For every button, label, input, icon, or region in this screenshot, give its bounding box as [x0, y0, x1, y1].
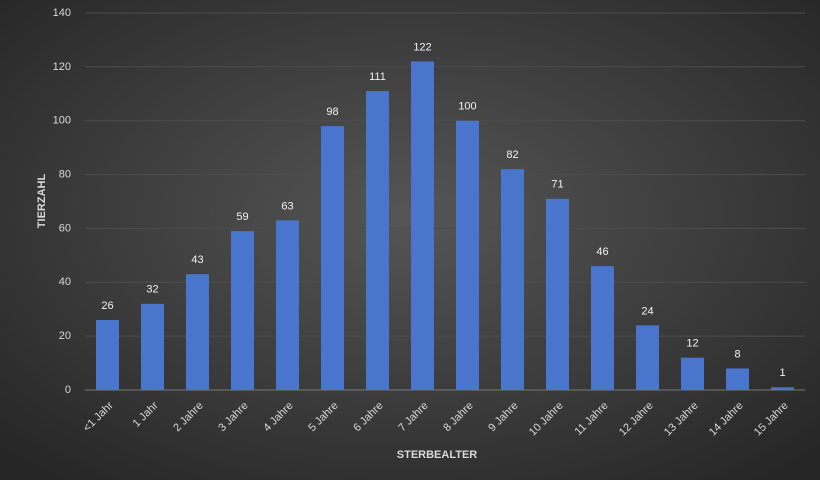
value-label: 122	[413, 41, 431, 53]
bar	[321, 126, 344, 390]
bar	[186, 274, 209, 390]
value-label: 1	[779, 367, 785, 379]
bar	[276, 220, 299, 390]
y-tick-label: 40	[59, 276, 71, 288]
y-tick-label: 0	[65, 384, 71, 396]
bar	[546, 198, 569, 390]
value-label: 12	[686, 338, 698, 350]
value-label: 82	[506, 149, 518, 161]
value-label: 8	[734, 348, 740, 360]
bar	[726, 368, 749, 390]
value-label: 46	[596, 246, 608, 258]
bar	[141, 303, 164, 390]
bar	[231, 231, 254, 390]
y-axis-title: TIERZAHL	[36, 174, 48, 229]
y-tick-label: 100	[53, 115, 71, 127]
bar	[501, 169, 524, 390]
value-label: 43	[191, 254, 203, 266]
bar	[96, 319, 119, 390]
value-label: 24	[641, 305, 653, 317]
bar	[771, 387, 794, 390]
bar	[456, 120, 479, 390]
y-tick-label: 140	[53, 7, 71, 19]
value-label: 32	[146, 284, 158, 296]
bar	[366, 91, 389, 390]
value-label: 100	[458, 101, 476, 113]
y-tick-label: 20	[59, 330, 71, 342]
bar	[681, 357, 704, 390]
bar	[636, 325, 659, 390]
y-tick-label: 120	[53, 61, 71, 73]
y-tick-label: 60	[59, 222, 71, 234]
value-label: 63	[281, 200, 293, 212]
y-tick-label: 80	[59, 168, 71, 180]
value-label: 26	[101, 300, 113, 312]
value-label: 71	[551, 179, 563, 191]
x-axis-title: STERBEALTER	[397, 449, 478, 461]
bar	[591, 266, 614, 390]
value-label: 98	[326, 106, 338, 118]
bar	[411, 61, 434, 390]
value-label: 111	[369, 71, 386, 83]
value-label: 59	[236, 211, 248, 223]
